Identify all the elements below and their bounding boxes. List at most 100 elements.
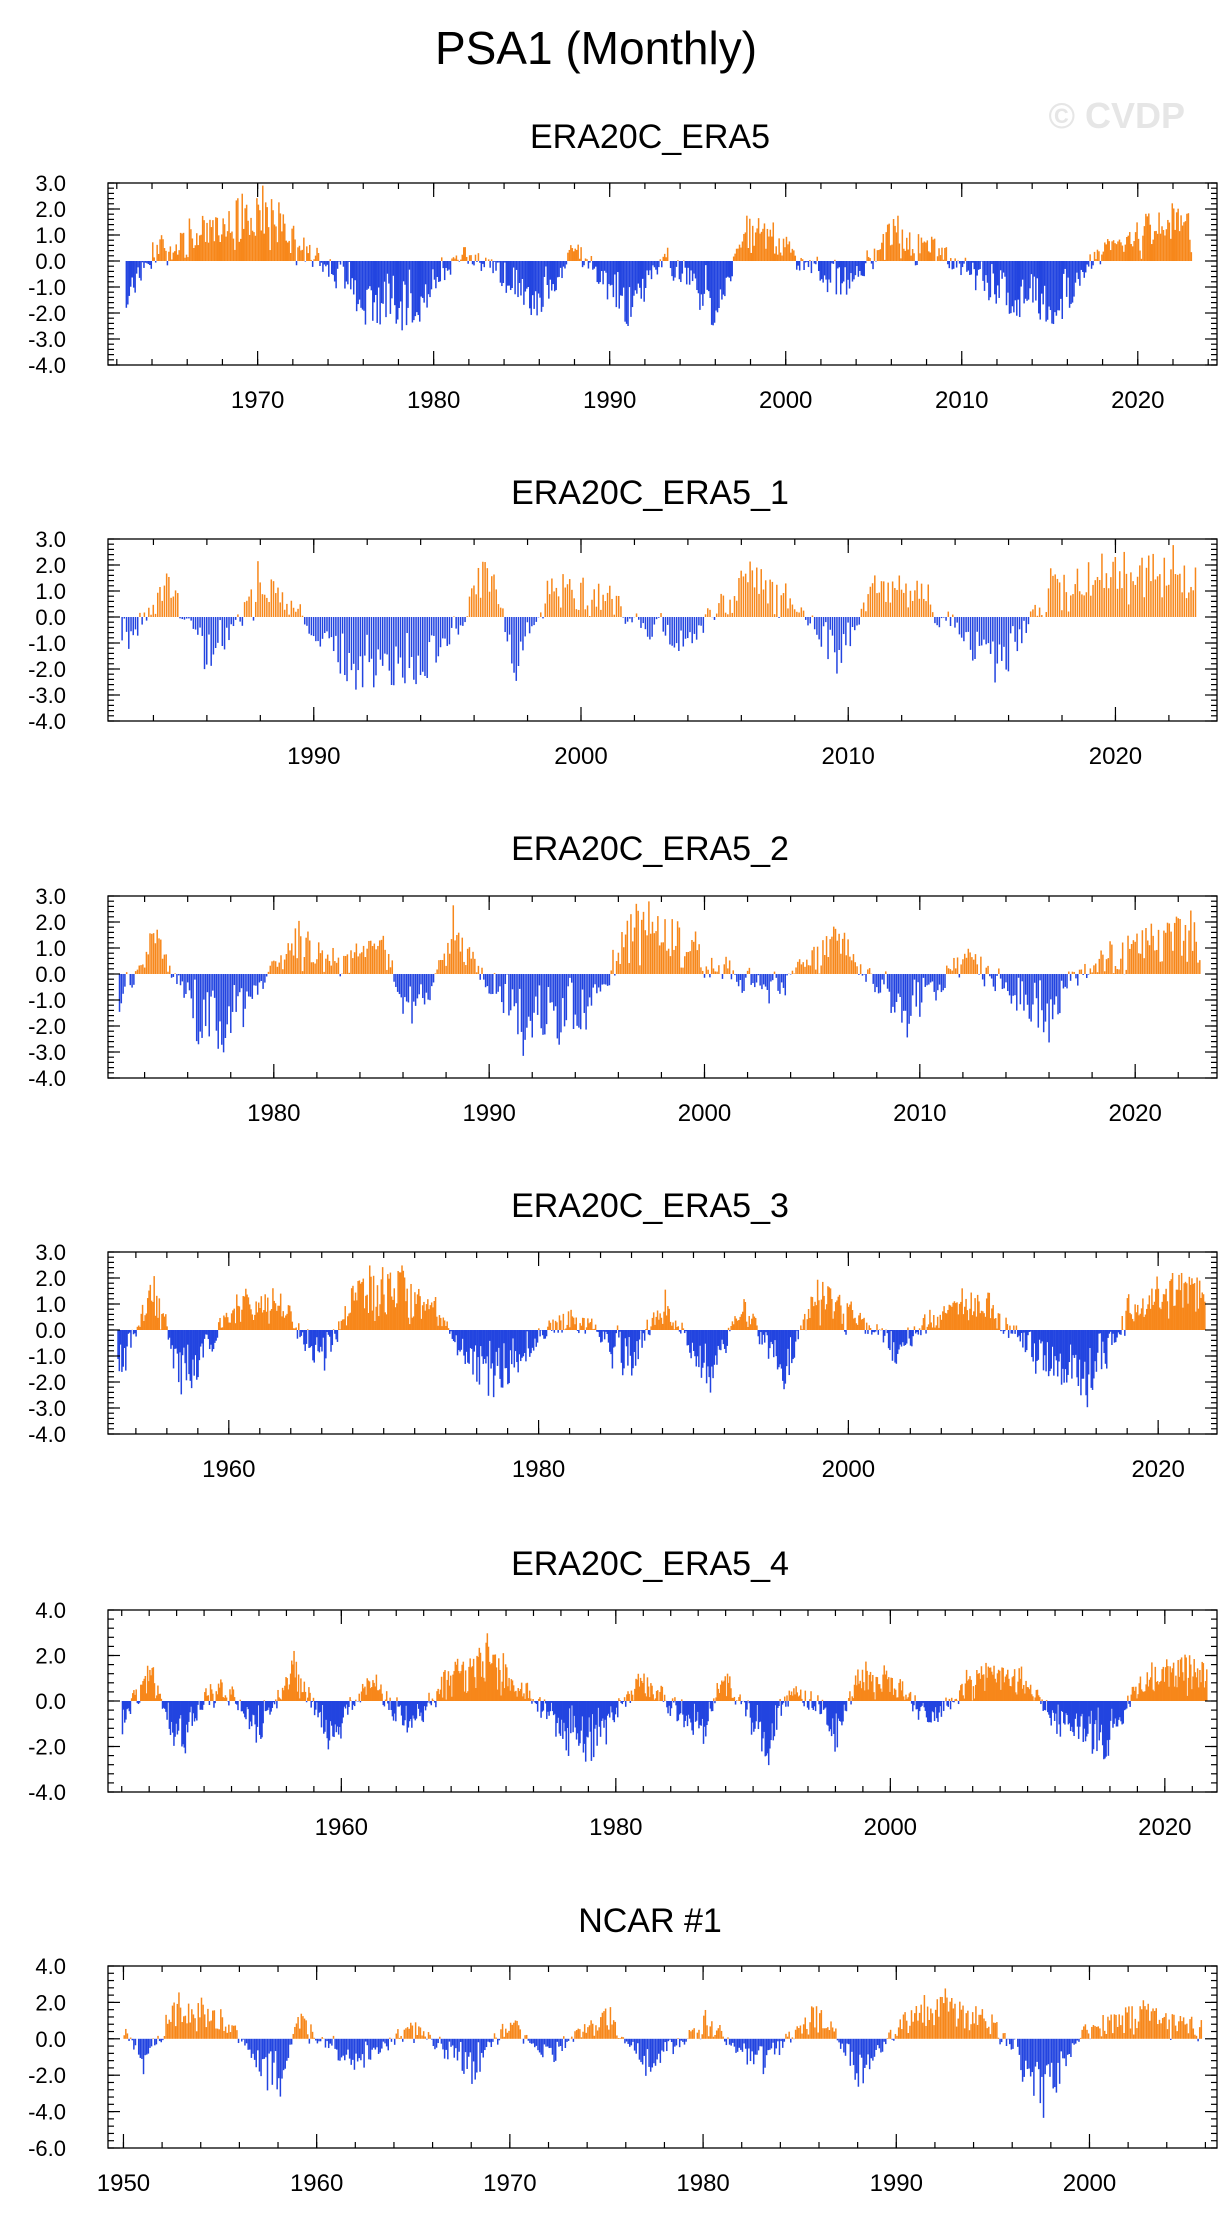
bar	[764, 1701, 767, 1757]
bar	[640, 2038, 642, 2063]
bar	[552, 261, 554, 285]
bar	[1137, 1694, 1139, 1701]
bar	[936, 1999, 939, 2039]
bar	[934, 2009, 937, 2039]
bar	[440, 257, 443, 261]
bar	[1166, 1301, 1169, 1330]
bar	[229, 1322, 232, 1330]
bar	[1096, 1701, 1098, 1752]
bar	[842, 1313, 845, 1330]
bar	[689, 1701, 691, 1719]
bar	[407, 1701, 410, 1728]
bar	[474, 2038, 476, 2080]
bar	[600, 1330, 602, 1343]
bar	[860, 261, 863, 276]
bar	[564, 1701, 566, 1732]
bar	[1050, 1330, 1052, 1369]
bar	[868, 1674, 871, 1701]
bar	[372, 1680, 374, 1701]
bar	[205, 2027, 208, 2039]
bar	[478, 1330, 481, 1385]
bar	[954, 258, 956, 261]
bar	[214, 617, 217, 649]
bar	[897, 1697, 899, 1701]
bar	[809, 2022, 811, 2039]
bar	[397, 1270, 399, 1330]
bar	[932, 239, 934, 261]
bar	[1185, 1657, 1187, 1701]
bar	[473, 585, 475, 617]
bar	[170, 597, 172, 617]
bar	[303, 237, 305, 261]
bar	[704, 1330, 707, 1344]
bar	[125, 261, 128, 308]
bar	[825, 2028, 827, 2039]
bar	[379, 261, 381, 325]
bar	[1071, 261, 1074, 303]
bar	[454, 1330, 456, 1343]
bar	[125, 1330, 127, 1371]
bar	[1035, 1330, 1037, 1374]
bar	[183, 2016, 185, 2039]
bar	[707, 1701, 709, 1722]
bar	[1109, 941, 1111, 974]
bar	[390, 1701, 393, 1710]
bar	[1058, 1701, 1060, 1725]
bar	[987, 1292, 989, 1330]
bar	[1186, 961, 1188, 974]
bar	[828, 1287, 830, 1330]
bar	[268, 601, 270, 617]
bar	[524, 261, 527, 292]
bar	[1048, 261, 1050, 307]
x-tick-label: 2020	[1108, 1100, 1161, 1127]
bar	[379, 617, 382, 660]
bar	[590, 974, 593, 1006]
bar	[799, 1689, 802, 1701]
bar	[593, 1328, 596, 1330]
bar	[878, 2038, 881, 2049]
bar	[626, 617, 629, 622]
y-tick-label: -3.0	[28, 327, 66, 352]
bar	[857, 261, 860, 277]
bar	[782, 1330, 784, 1381]
bar	[389, 1272, 392, 1330]
bar	[832, 1318, 834, 1330]
bar	[165, 1701, 167, 1712]
bar	[886, 2038, 889, 2039]
bar	[1198, 1687, 1200, 1701]
bar	[601, 2012, 604, 2039]
bar	[1190, 910, 1192, 974]
bar	[1131, 1686, 1134, 1701]
bar	[812, 1701, 815, 1710]
bar	[883, 974, 885, 985]
bar	[677, 2038, 679, 2039]
bar	[179, 232, 182, 261]
bar	[958, 1303, 961, 1330]
bar	[619, 963, 621, 974]
bar	[863, 1317, 865, 1330]
bar	[901, 2029, 903, 2039]
bar	[233, 1697, 236, 1701]
bar	[996, 261, 999, 286]
bar	[801, 2033, 803, 2039]
bar	[1055, 1330, 1058, 1361]
bar	[168, 2019, 171, 2039]
bar	[546, 261, 549, 285]
bar	[793, 609, 796, 617]
bar	[301, 1330, 304, 1333]
bar	[121, 1330, 123, 1372]
bar	[277, 1689, 279, 1701]
bar	[843, 1330, 846, 1332]
bar	[423, 1701, 426, 1707]
bar	[811, 1701, 813, 1708]
bar	[1087, 1701, 1089, 1734]
bar	[1130, 572, 1132, 617]
bar	[364, 617, 366, 656]
bar	[477, 567, 480, 617]
bar	[422, 2031, 425, 2039]
bar	[159, 1329, 162, 1330]
bar	[245, 2038, 248, 2044]
bar	[682, 617, 685, 647]
bar	[384, 1312, 386, 1330]
bar	[1089, 254, 1091, 261]
